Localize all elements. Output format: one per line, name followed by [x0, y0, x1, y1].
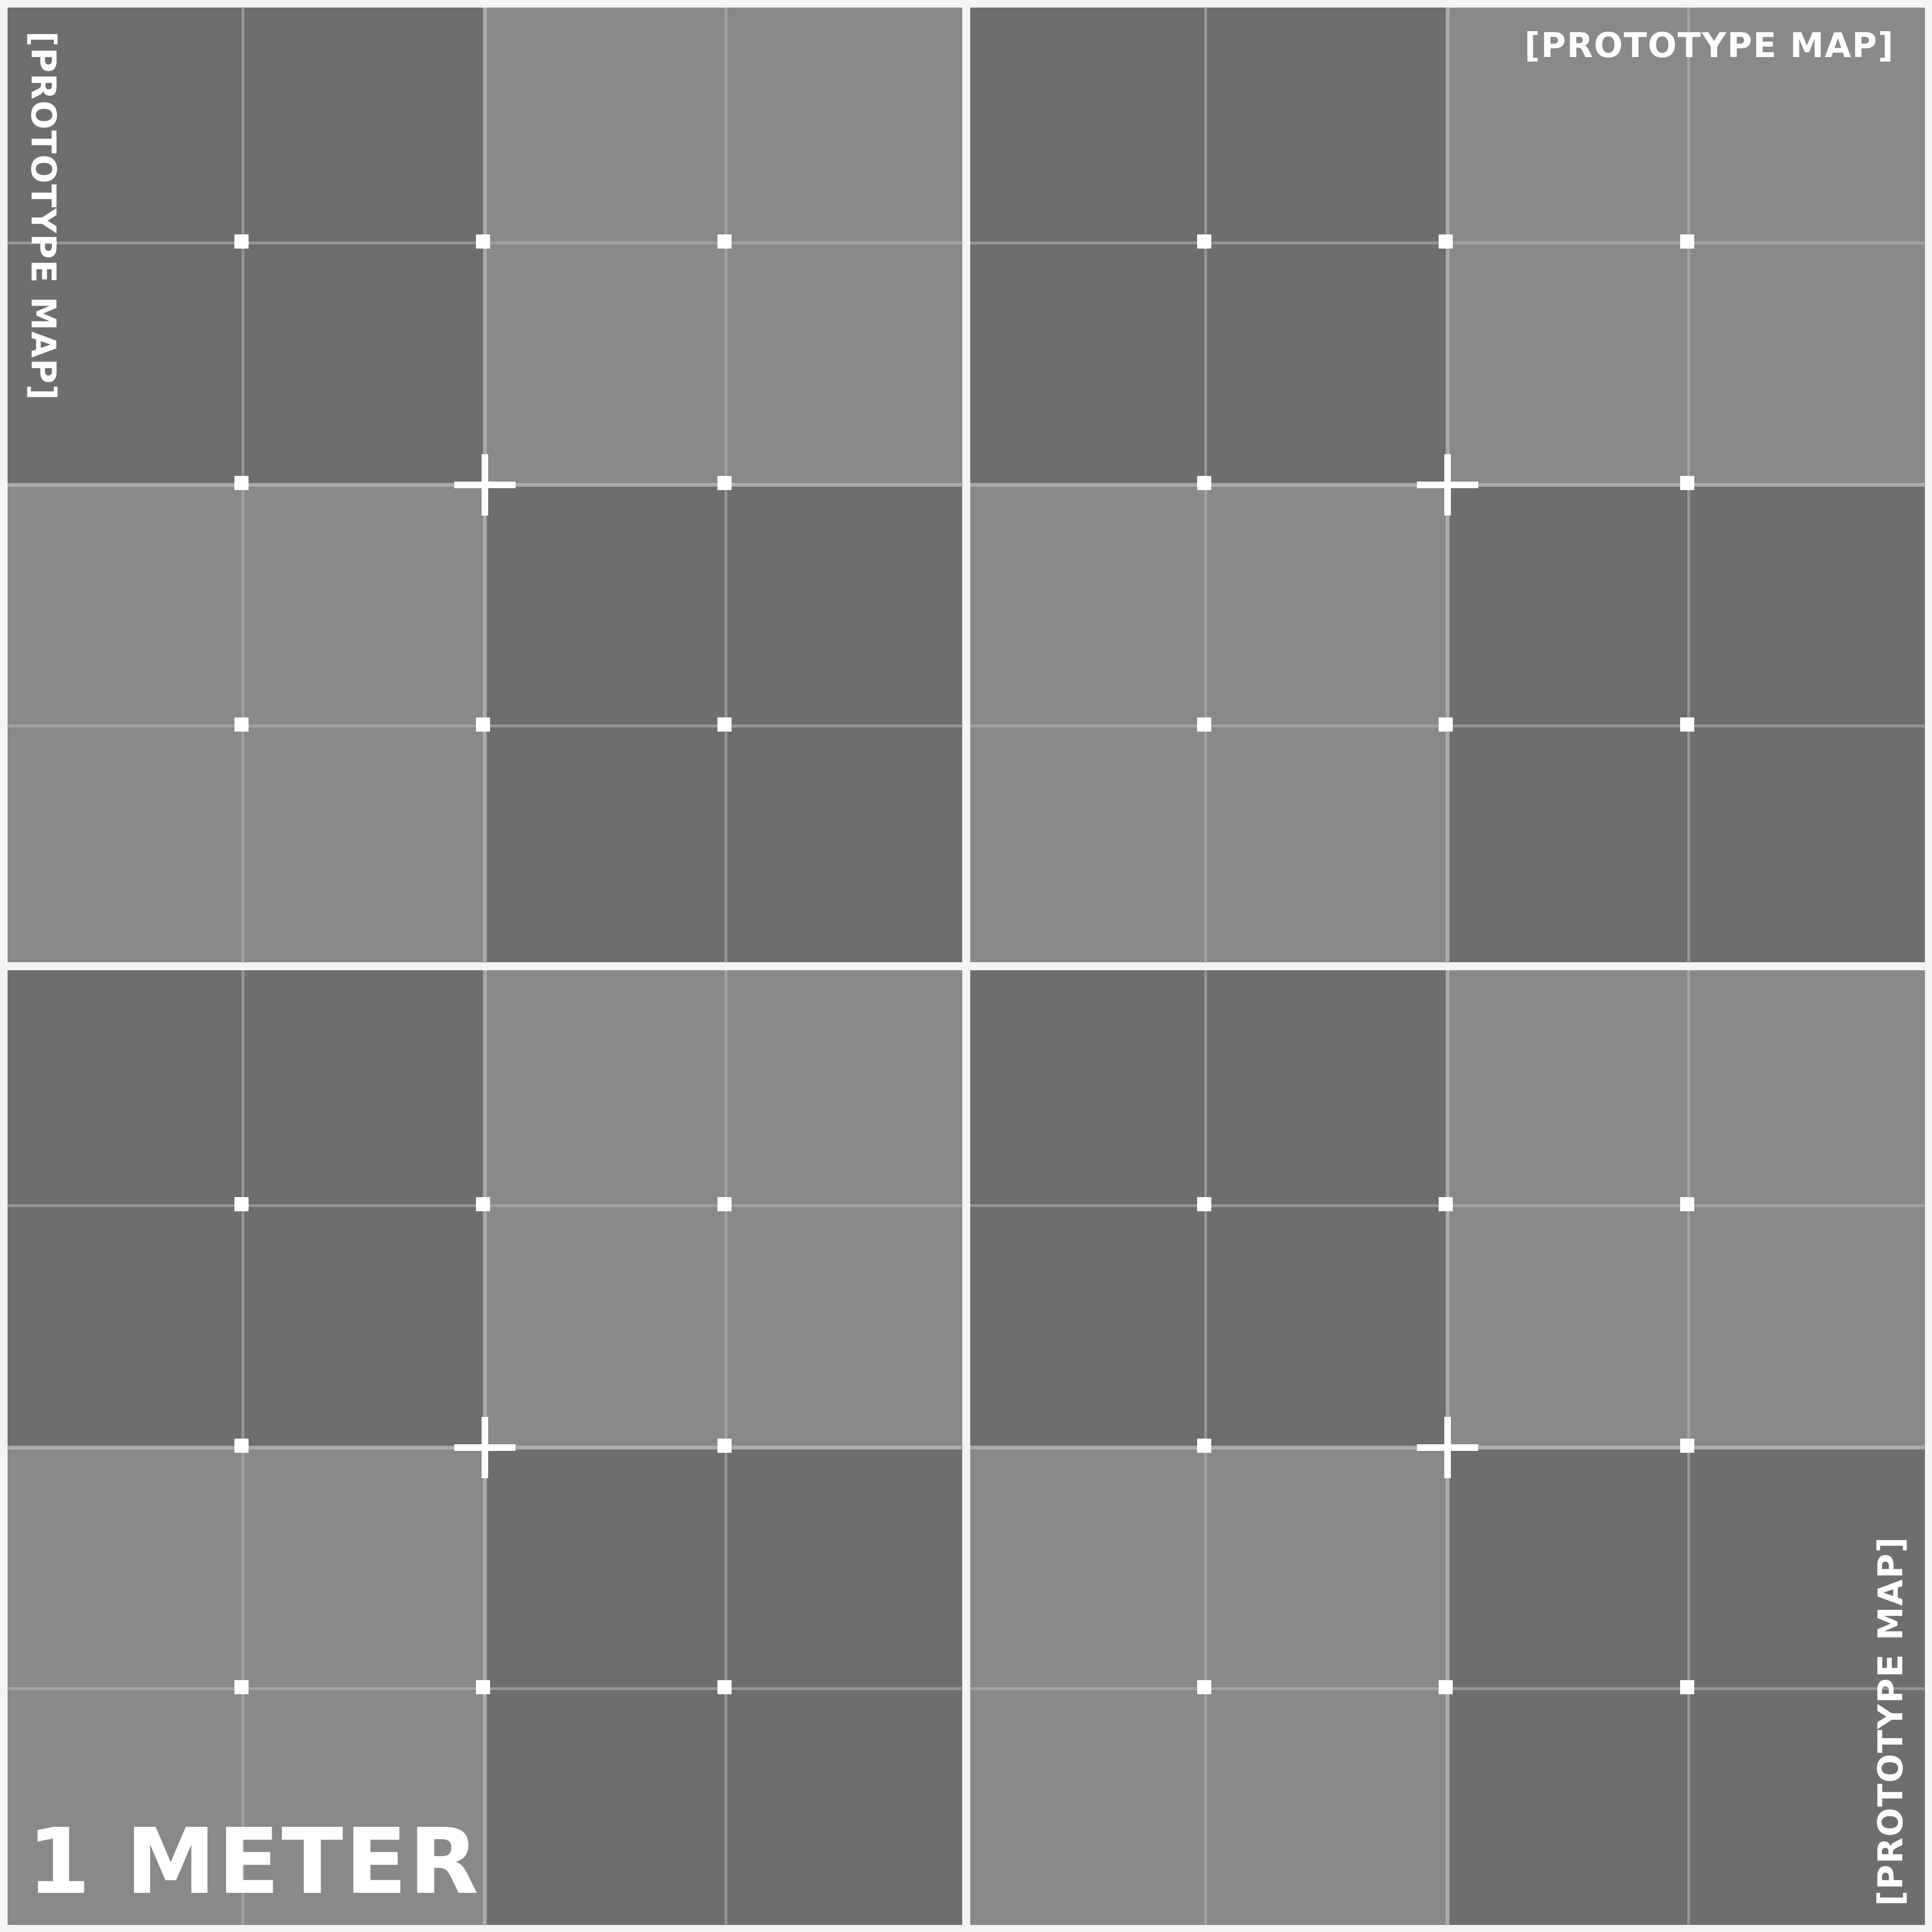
grid-intersection-marker: [1197, 476, 1211, 490]
prototype-map-stamp-top-right: [PROTOTYPE MAP]: [1524, 25, 1894, 65]
grid-intersection-marker: [717, 1680, 732, 1694]
texture-quadrant-bottom-left: [8, 970, 963, 1925]
grid-intersection-marker: [234, 1197, 249, 1211]
grid-intersection-marker: [717, 1439, 732, 1453]
grid-intersection-marker: [234, 717, 249, 732]
grid-intersection-marker: [1680, 717, 1694, 732]
grid-intersection-marker: [234, 234, 249, 249]
center-crosshair-vertical: [482, 454, 488, 516]
grid-intersection-marker: [1680, 1197, 1694, 1211]
grid-intersection-marker: [1197, 1680, 1211, 1694]
prototype-map-stamp-left: [PROTOTYPE MAP]: [24, 31, 63, 401]
grid-intersection-marker: [1439, 717, 1453, 732]
grid-intersection-marker: [1439, 1680, 1453, 1694]
grid-intersection-marker: [717, 234, 732, 249]
grid-intersection-marker: [234, 1680, 249, 1694]
grid-intersection-marker: [1680, 476, 1694, 490]
texture-quadrant-top-left: [8, 8, 963, 963]
texture-quadrant-top-right: [970, 8, 1925, 963]
grid-intersection-marker: [476, 1197, 490, 1211]
scale-label: 1 METER: [27, 1809, 481, 1915]
grid-intersection-marker: [1197, 1439, 1211, 1453]
grid-intersection-marker: [234, 476, 249, 490]
grid-intersection-marker: [717, 717, 732, 732]
grid-intersection-marker: [1439, 1197, 1453, 1211]
center-crosshair-vertical: [482, 1417, 488, 1478]
grid-intersection-marker: [1680, 1439, 1694, 1453]
grid-intersection-marker: [717, 1197, 732, 1211]
texture-quadrant-bottom-right: [970, 970, 1925, 1925]
grid-intersection-marker: [476, 234, 490, 249]
center-crosshair-vertical: [1444, 1417, 1451, 1478]
grid-intersection-marker: [1680, 1680, 1694, 1694]
prototype-map-stamp-right: [PROTOTYPE MAP]: [1871, 1536, 1910, 1906]
grid-intersection-marker: [1197, 717, 1211, 732]
grid-intersection-marker: [1680, 234, 1694, 249]
grid-intersection-marker: [476, 717, 490, 732]
grid-intersection-marker: [476, 1680, 490, 1694]
grid-intersection-marker: [1197, 1197, 1211, 1211]
grid-intersection-marker: [1439, 234, 1453, 249]
center-crosshair-vertical: [1444, 454, 1451, 516]
grid-intersection-marker: [234, 1439, 249, 1453]
grid-intersection-marker: [1197, 234, 1211, 249]
grid-intersection-marker: [717, 476, 732, 490]
